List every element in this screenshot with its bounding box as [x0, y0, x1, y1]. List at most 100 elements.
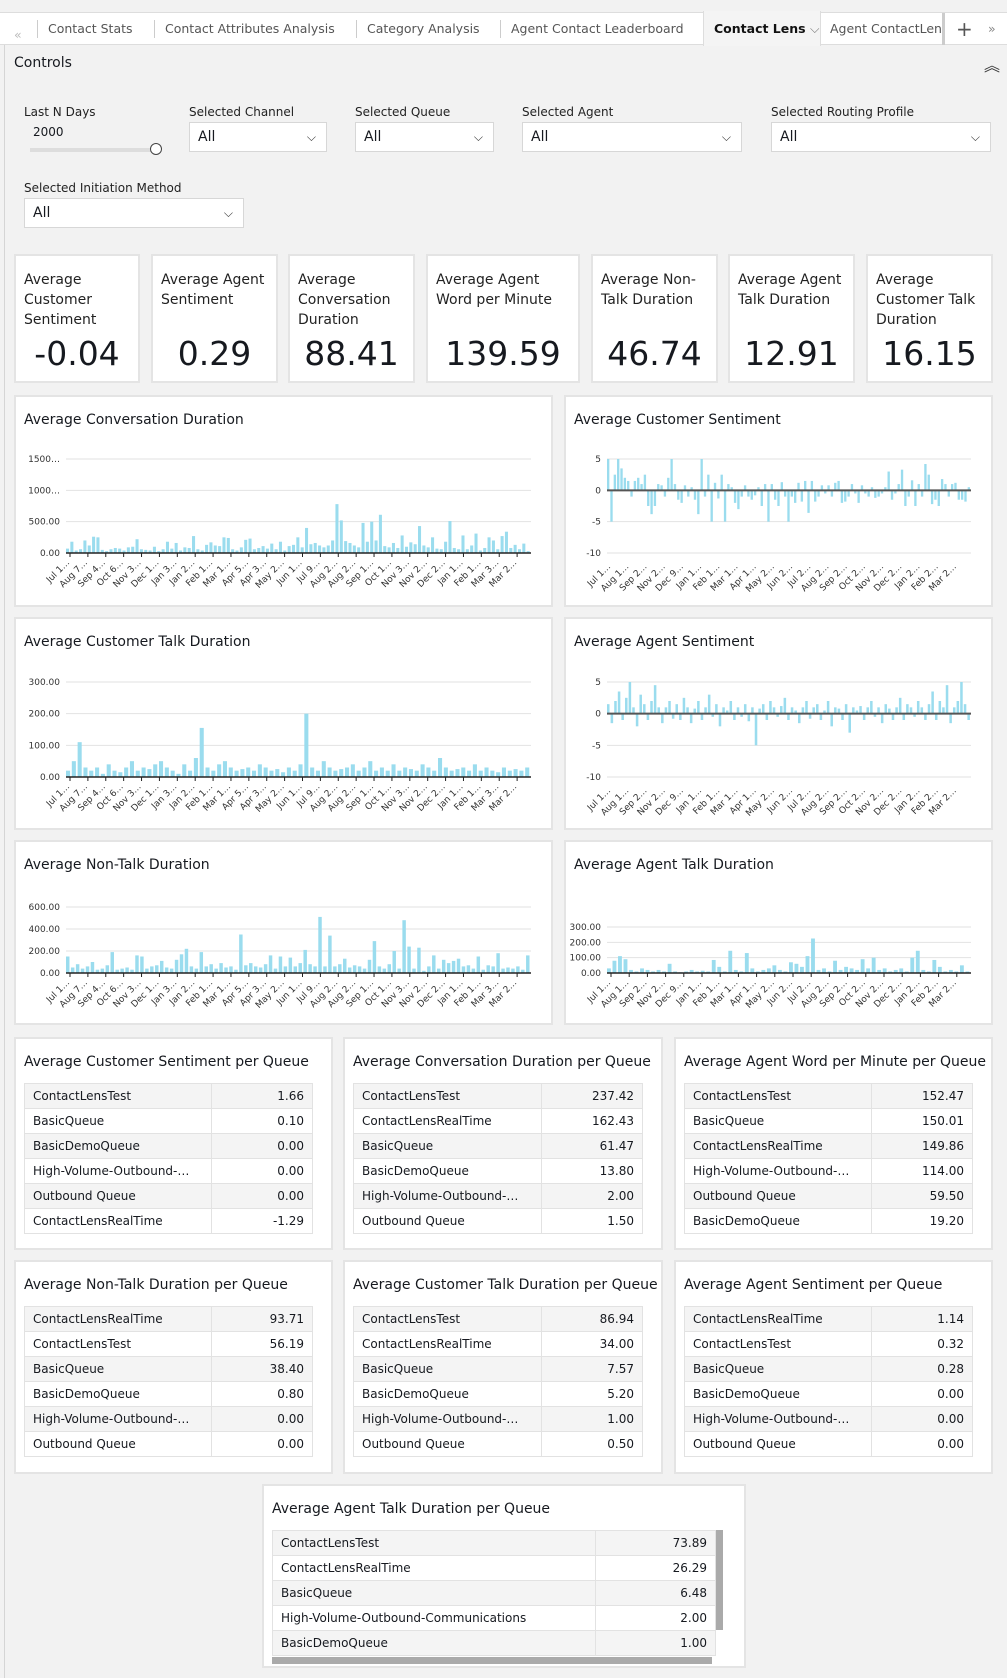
bar[interactable]: [769, 701, 772, 714]
table-row[interactable]: BasicQueue 6.48: [271, 1580, 716, 1606]
bar[interactable]: [640, 968, 644, 973]
bar[interactable]: [501, 968, 505, 973]
bar[interactable]: [888, 708, 891, 714]
table-row[interactable]: BasicDemoQueue 0.00: [23, 1133, 313, 1159]
bar[interactable]: [397, 770, 402, 777]
bar[interactable]: [899, 968, 904, 973]
bar[interactable]: [844, 490, 847, 502]
bar[interactable]: [261, 546, 265, 553]
table-row[interactable]: High-Volume-Outbound-… 114.00: [683, 1158, 973, 1184]
scroll-left-icon[interactable]: «: [14, 27, 22, 42]
bar[interactable]: [153, 764, 158, 777]
bar[interactable]: [504, 531, 508, 553]
bar[interactable]: [900, 469, 904, 491]
bar[interactable]: [335, 504, 339, 553]
bar[interactable]: [496, 549, 500, 553]
bar[interactable]: [822, 968, 826, 973]
bar[interactable]: [860, 959, 865, 973]
bar[interactable]: [164, 967, 169, 974]
bar[interactable]: [927, 704, 931, 714]
bar[interactable]: [486, 965, 490, 973]
channel-dropdown[interactable]: All ⌵: [189, 122, 327, 152]
table-row[interactable]: BasicQueue 0.10: [23, 1108, 313, 1134]
bar[interactable]: [333, 966, 337, 973]
bar[interactable]: [947, 490, 950, 497]
bar[interactable]: [66, 770, 71, 777]
bar[interactable]: [779, 706, 783, 714]
table-row[interactable]: ContactLensTest 237.42: [353, 1083, 644, 1109]
bar[interactable]: [890, 490, 894, 500]
table-row[interactable]: BasicQueue 61.47: [353, 1133, 644, 1159]
bar[interactable]: [848, 713, 851, 733]
bar[interactable]: [370, 521, 374, 553]
slider-handle[interactable]: [150, 143, 162, 155]
bar[interactable]: [472, 764, 477, 777]
bar[interactable]: [83, 540, 87, 553]
bar[interactable]: [213, 545, 217, 553]
table-row[interactable]: High-Volume-Outbound-… 2.00: [353, 1183, 644, 1209]
bar[interactable]: [274, 549, 278, 553]
bar[interactable]: [904, 971, 909, 973]
bar[interactable]: [451, 960, 456, 973]
bar[interactable]: [333, 770, 338, 777]
bar[interactable]: [618, 956, 622, 973]
bar[interactable]: [437, 968, 441, 973]
bar[interactable]: [234, 969, 238, 973]
bar[interactable]: [418, 526, 422, 553]
tab-contact-stats[interactable]: Contact Stats: [37, 20, 157, 38]
bar[interactable]: [361, 522, 365, 553]
bar[interactable]: [183, 547, 187, 553]
bar[interactable]: [909, 707, 913, 714]
bar[interactable]: [89, 770, 94, 777]
bar[interactable]: [152, 546, 156, 553]
bar[interactable]: [904, 490, 907, 506]
bar[interactable]: [345, 767, 350, 778]
bar[interactable]: [461, 966, 466, 973]
bar[interactable]: [90, 962, 95, 973]
bar[interactable]: [937, 490, 940, 506]
bar[interactable]: [794, 963, 799, 973]
table-row[interactable]: High-Volume-Outbound-… 0.00: [23, 1158, 313, 1184]
bar[interactable]: [526, 955, 530, 973]
bar[interactable]: [834, 707, 837, 714]
bar[interactable]: [426, 547, 430, 553]
bar[interactable]: [368, 761, 373, 777]
bar[interactable]: [647, 490, 650, 506]
last-n-days-slider[interactable]: [30, 148, 154, 152]
bar[interactable]: [448, 521, 452, 553]
bar[interactable]: [174, 542, 178, 553]
bar[interactable]: [673, 484, 677, 491]
bar[interactable]: [677, 490, 680, 500]
bar[interactable]: [690, 487, 693, 491]
table-row[interactable]: ContactLensTest 1.66: [23, 1083, 313, 1109]
bar[interactable]: [827, 971, 832, 973]
bar[interactable]: [920, 707, 924, 714]
bar[interactable]: [787, 490, 790, 522]
bar[interactable]: [304, 713, 309, 777]
bar[interactable]: [894, 490, 897, 494]
bar[interactable]: [910, 480, 914, 491]
bar[interactable]: [367, 959, 372, 973]
table-row[interactable]: ContactLensRealTime 162.43: [353, 1108, 644, 1134]
bar[interactable]: [315, 770, 321, 777]
bar[interactable]: [830, 490, 834, 497]
bar[interactable]: [838, 969, 843, 973]
bar[interactable]: [268, 955, 273, 973]
bar[interactable]: [402, 920, 406, 973]
bar[interactable]: [639, 694, 642, 714]
bar[interactable]: [932, 959, 937, 973]
bar[interactable]: [737, 490, 740, 510]
bar[interactable]: [940, 479, 944, 491]
bar[interactable]: [239, 547, 243, 553]
bar[interactable]: [71, 761, 76, 777]
bar[interactable]: [805, 701, 808, 714]
bar[interactable]: [435, 548, 439, 553]
bar[interactable]: [110, 952, 114, 973]
bar[interactable]: [765, 713, 769, 720]
bar[interactable]: [404, 546, 409, 553]
bar[interactable]: [229, 966, 233, 973]
bar[interactable]: [382, 968, 387, 973]
bar[interactable]: [80, 968, 85, 973]
bar[interactable]: [522, 543, 526, 553]
bar[interactable]: [614, 701, 617, 714]
